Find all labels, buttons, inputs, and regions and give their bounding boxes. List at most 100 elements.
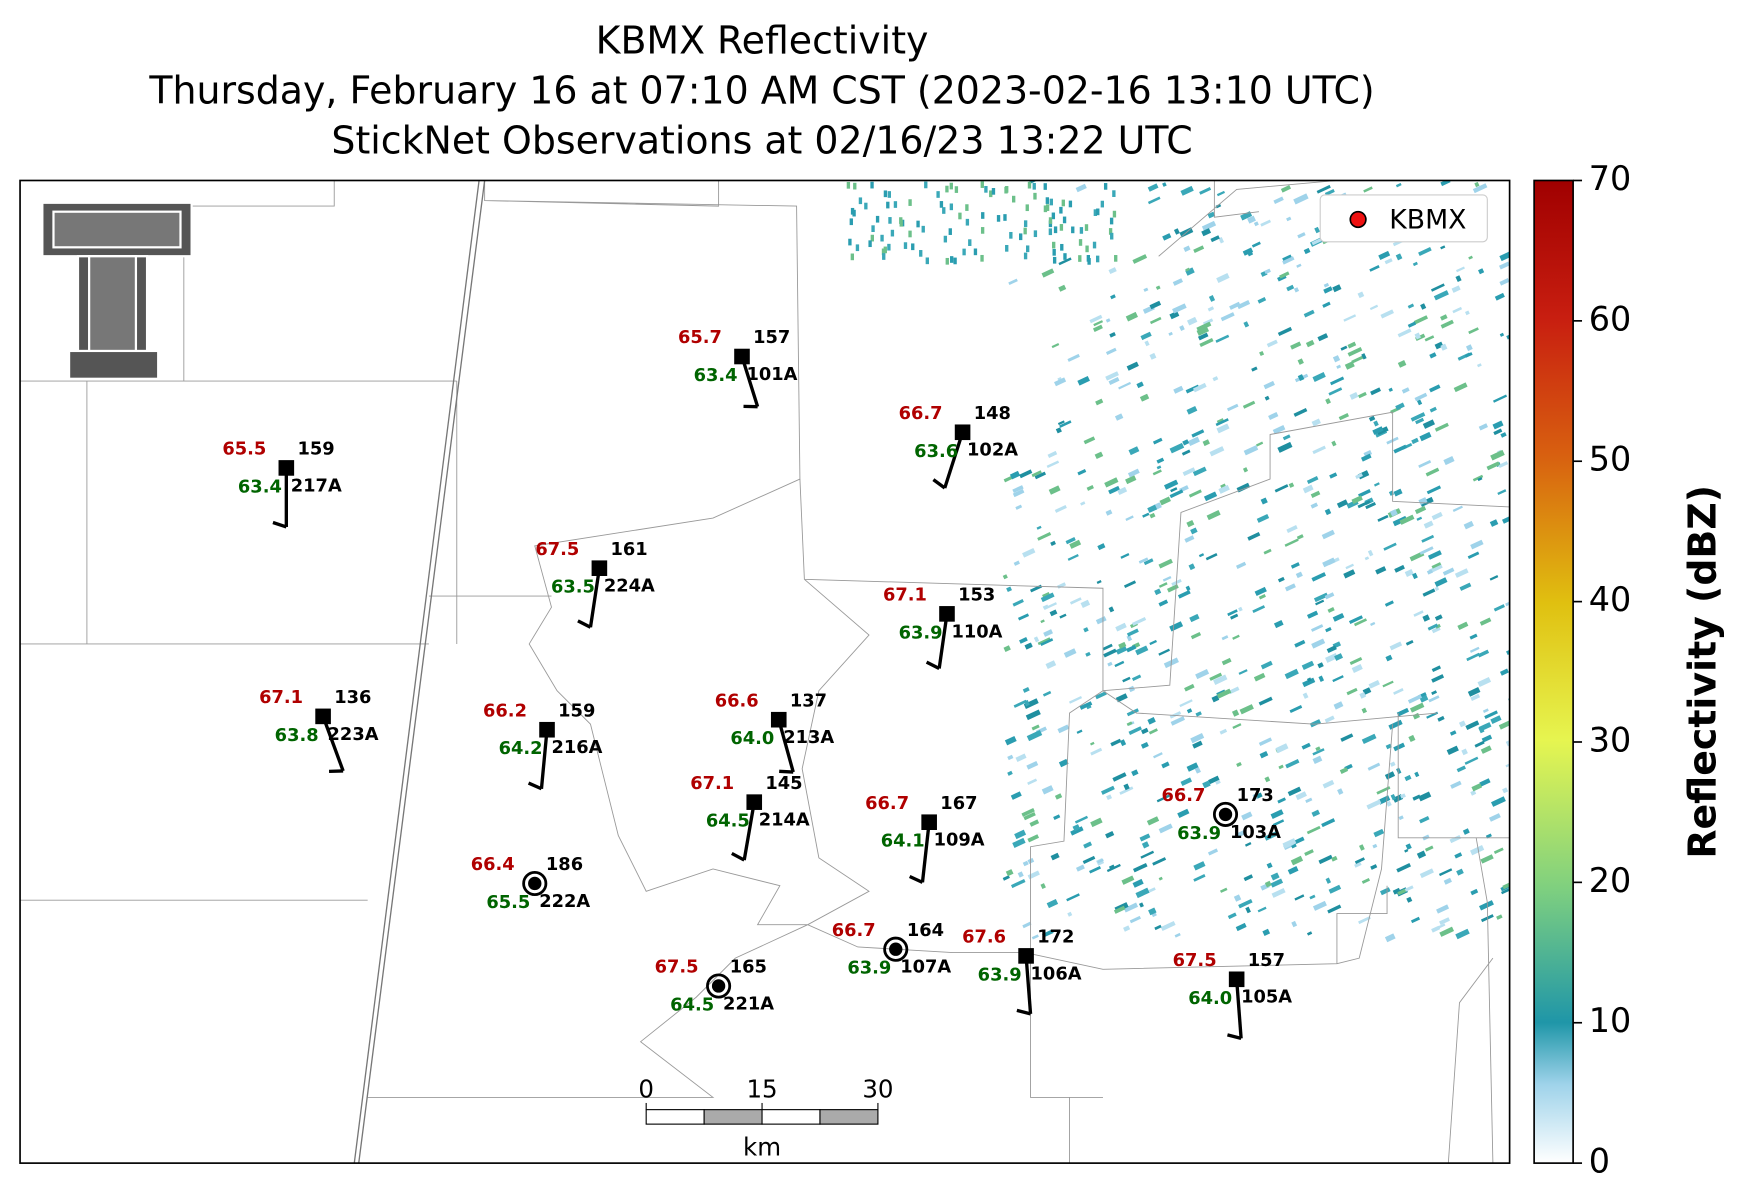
echo xyxy=(1148,907,1157,916)
colorbar-tick-label: 50 xyxy=(1589,440,1632,479)
station-value: 186 xyxy=(546,854,583,875)
echo xyxy=(1468,327,1479,335)
echo xyxy=(1254,586,1267,597)
echo xyxy=(1302,692,1309,699)
echo xyxy=(1183,245,1191,252)
echo xyxy=(1229,301,1241,310)
echo xyxy=(1353,618,1368,627)
wind-barb xyxy=(321,715,345,772)
echo xyxy=(1141,841,1150,849)
station-value: 164 xyxy=(907,920,944,941)
echo xyxy=(1348,615,1363,625)
echo xyxy=(1132,862,1148,873)
echo xyxy=(1331,440,1337,447)
echo xyxy=(1247,532,1261,541)
echo xyxy=(1412,261,1418,267)
echo xyxy=(1420,303,1427,310)
echo xyxy=(1168,331,1173,336)
echo xyxy=(1173,385,1184,394)
echo xyxy=(1115,693,1128,703)
echo xyxy=(1031,724,1040,731)
echo xyxy=(1004,186,1008,194)
echo xyxy=(1477,649,1490,658)
echo xyxy=(1095,691,1107,700)
echo xyxy=(1268,412,1279,421)
echo xyxy=(1066,893,1080,902)
echo xyxy=(1040,592,1055,603)
echo xyxy=(1334,653,1344,661)
echo xyxy=(1287,866,1299,875)
echo xyxy=(1158,876,1163,881)
map-frame xyxy=(19,179,1511,1164)
echo xyxy=(1212,376,1219,382)
station-id: 107A xyxy=(900,957,951,978)
echo xyxy=(1361,707,1368,714)
echo xyxy=(1297,358,1304,365)
temperature: 66.7 xyxy=(899,403,943,424)
echo xyxy=(1208,775,1220,785)
echo xyxy=(1123,783,1130,791)
echo xyxy=(1312,755,1323,765)
echo xyxy=(1434,422,1449,432)
echo xyxy=(1125,515,1134,522)
echo xyxy=(1118,641,1127,649)
echo xyxy=(1114,255,1118,262)
echo xyxy=(1147,183,1159,192)
echo xyxy=(1418,791,1432,802)
echo xyxy=(1361,733,1377,745)
echo xyxy=(1431,665,1442,673)
echo xyxy=(1181,449,1191,456)
wind-barb xyxy=(1024,955,1033,1014)
echo xyxy=(1135,887,1150,899)
echo xyxy=(1029,180,1042,184)
echo xyxy=(1185,267,1195,276)
echo xyxy=(1303,247,1311,255)
echo xyxy=(1318,854,1333,865)
echo xyxy=(1321,818,1336,828)
echo xyxy=(1002,875,1010,881)
echo xyxy=(1105,509,1113,516)
station-marker xyxy=(746,794,763,810)
echo xyxy=(1074,815,1089,824)
echo xyxy=(1115,645,1128,655)
echo xyxy=(1186,316,1198,326)
echo xyxy=(1330,376,1345,386)
echo xyxy=(1221,657,1232,666)
echo xyxy=(1243,321,1250,328)
station-value: 157 xyxy=(753,327,790,348)
calm-marker xyxy=(883,936,909,962)
barb-flag xyxy=(1016,1008,1031,1016)
echo xyxy=(1361,878,1371,884)
echo xyxy=(1499,332,1505,337)
echo xyxy=(1380,887,1391,896)
echo xyxy=(886,201,890,209)
echo xyxy=(868,240,872,248)
echo xyxy=(1169,489,1184,499)
echo xyxy=(1284,538,1299,547)
echo xyxy=(1372,426,1384,435)
echo xyxy=(1023,698,1039,709)
echo xyxy=(1296,263,1302,268)
echo xyxy=(1245,906,1251,914)
echo xyxy=(1286,216,1292,222)
wind-barb xyxy=(943,431,965,489)
echo xyxy=(1405,843,1412,850)
echo xyxy=(1052,248,1056,256)
scale-segment xyxy=(819,1109,879,1125)
echo xyxy=(1105,371,1119,381)
echo xyxy=(1490,449,1505,461)
echo xyxy=(1125,311,1138,322)
echo xyxy=(1409,702,1425,713)
echo xyxy=(1419,431,1432,442)
temperature: 66.7 xyxy=(1162,785,1206,806)
echo xyxy=(1251,366,1258,372)
echo xyxy=(1492,394,1508,403)
echo xyxy=(1085,245,1089,253)
echo xyxy=(1007,770,1013,776)
echo xyxy=(1419,815,1430,824)
echo xyxy=(1114,660,1125,668)
echo xyxy=(1227,912,1237,920)
echo xyxy=(1472,474,1484,482)
echo xyxy=(1108,864,1115,870)
echo xyxy=(1411,437,1419,445)
